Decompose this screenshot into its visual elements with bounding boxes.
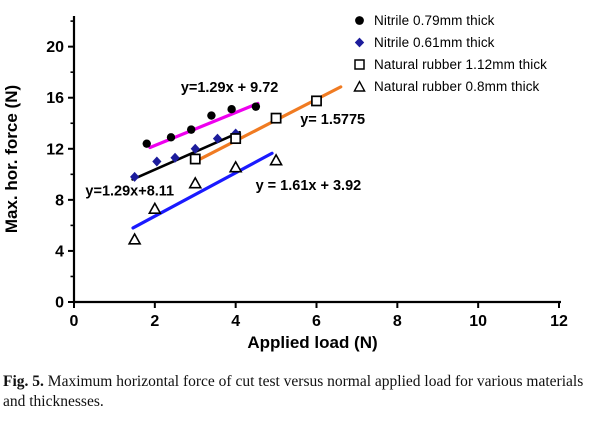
legend-square-icon <box>354 59 365 70</box>
equation-label-1: y=1.29x+8.11 <box>85 183 174 199</box>
point-diamond <box>190 143 200 154</box>
scatter-chart: 0 2 4 6 8 10 12 0 4 8 12 16 20 Applied load (N) Max. h… <box>2 16 568 352</box>
legend-item-0: Nitrile 0.79mm thick <box>352 11 547 30</box>
x-tick-label: 0 <box>70 313 79 330</box>
x-axis-label: Applied load (N) <box>247 333 377 352</box>
point-triangle <box>127 232 142 245</box>
x-tick-label: 8 <box>393 313 402 330</box>
x-tick-label: 4 <box>231 313 240 330</box>
point-circle <box>227 105 236 114</box>
point-triangle <box>269 153 283 166</box>
point-diamond <box>152 156 162 167</box>
y-tick-label: 4 <box>55 243 64 260</box>
point-triangle <box>147 201 162 214</box>
legend-diamond-icon <box>354 37 365 48</box>
legend-item-3: Natural rubber 0.8mm thick <box>352 77 547 96</box>
equation-label-2: y= 1.5775 <box>300 112 365 128</box>
trendline-3 <box>131 151 274 230</box>
figure-caption-text: Maximum horizontal force of cut test ver… <box>3 373 584 411</box>
point-square <box>230 133 242 145</box>
x-tick-label: 6 <box>312 313 321 330</box>
legend-item-1: Nitrile 0.61mm thick <box>352 33 547 52</box>
figure-caption-label: Fig. 5. <box>3 373 44 390</box>
legend-item-label: Natural rubber 0.8mm thick <box>374 79 540 94</box>
point-circle <box>166 133 176 142</box>
y-axis-label: Max. hor. force (N) <box>2 85 21 233</box>
x-tick-label: 2 <box>150 313 159 330</box>
legend-item-label: Nitrile 0.61mm thick <box>374 35 495 50</box>
point-diamond <box>170 152 180 163</box>
figure-caption: Fig. 5. Maximum horizontal force of cut … <box>3 372 606 413</box>
y-tick-label: 8 <box>55 192 64 209</box>
point-circle <box>187 125 196 134</box>
x-axis: 0 2 4 6 8 10 12 <box>70 302 568 330</box>
legend-item-label: Nitrile 0.79mm thick <box>374 13 495 28</box>
legend-circle-icon <box>355 16 364 25</box>
point-diamond <box>130 171 140 182</box>
y-tick-label: 0 <box>55 295 64 312</box>
chart-area: 0 2 4 6 8 10 12 0 4 8 12 16 20 Applied load (N) Max. h… <box>2 11 568 352</box>
equation-label-0: y=1.29x + 9.72 <box>181 80 279 96</box>
point-triangle <box>228 160 243 173</box>
chart-legend: Nitrile 0.79mm thick Nitrile 0.61mm thick… <box>352 11 547 96</box>
point-circle <box>251 102 261 111</box>
legend-item-2: Natural rubber 1.12mm thick <box>352 55 547 74</box>
series-natural-rubber-0.8mm-thick <box>127 153 283 245</box>
point-diamond <box>212 133 223 144</box>
point-circle <box>142 139 151 148</box>
point-triangle <box>188 176 203 189</box>
point-circle <box>207 111 216 120</box>
y-tick-label: 12 <box>46 141 64 158</box>
trendline-0 <box>148 101 260 150</box>
point-square <box>311 95 322 107</box>
x-tick-label: 12 <box>550 313 568 330</box>
point-square <box>270 112 282 124</box>
series-nitrile-0.79mm-thick <box>142 102 261 148</box>
equation-label-3: y = 1.61x + 3.92 <box>256 178 362 194</box>
series-natural-rubber-1.12mm-thick <box>189 95 322 165</box>
y-axis: 0 4 8 12 16 20 <box>46 20 74 312</box>
y-tick-label: 16 <box>46 90 64 107</box>
legend-triangle-icon <box>353 80 366 92</box>
y-tick-label: 20 <box>46 39 64 56</box>
x-tick-label: 10 <box>469 313 487 330</box>
point-square <box>189 153 201 165</box>
legend-item-label: Natural rubber 1.12mm thick <box>374 57 548 72</box>
trendline-1 <box>131 130 242 181</box>
